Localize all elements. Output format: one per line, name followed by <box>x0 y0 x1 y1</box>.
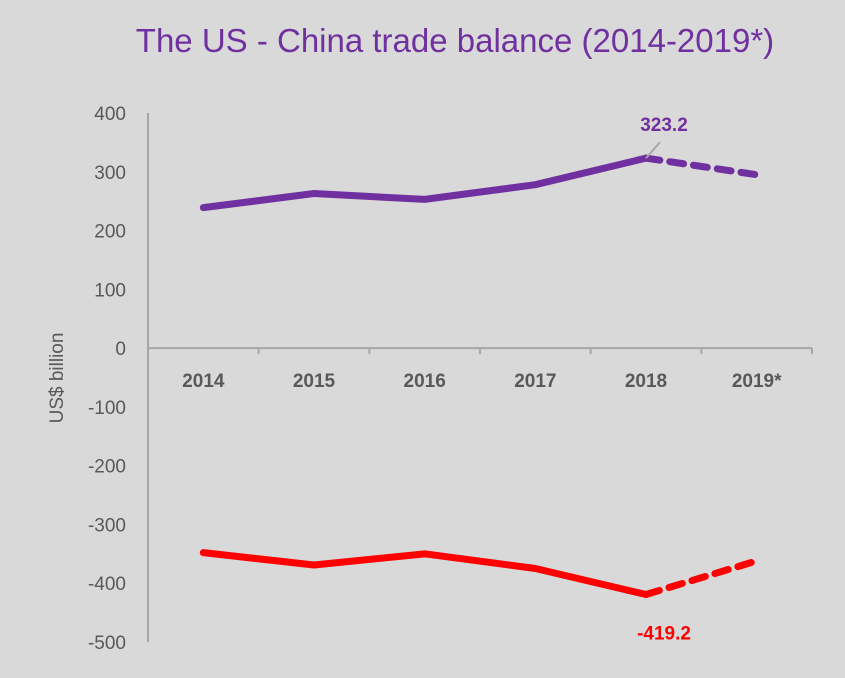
chart-title: The US - China trade balance (2014-2019*… <box>136 22 774 59</box>
y-tick-label: -400 <box>88 574 126 595</box>
x-tick-label: 2019* <box>732 371 782 392</box>
y-tick-label: -100 <box>88 398 126 419</box>
y-tick-label: 100 <box>94 280 126 301</box>
data-label-leader <box>645 141 661 159</box>
x-tick-label: 2015 <box>293 371 336 392</box>
series-line-solid <box>199 549 650 599</box>
y-tick-label: -500 <box>88 633 126 654</box>
y-tick-label: -200 <box>88 457 126 478</box>
data-label: 323.2 <box>640 115 688 136</box>
y-tick-label: -300 <box>88 515 126 536</box>
y-tick-label: 200 <box>94 222 126 243</box>
data-label: -419.2 <box>637 624 691 645</box>
x-tick-label: 2017 <box>514 371 556 392</box>
x-tick-label: 2016 <box>404 371 446 392</box>
x-tick-label: 2018 <box>625 371 667 392</box>
x-tick-label: 2014 <box>182 371 225 392</box>
y-axis-label: US$ billion <box>47 333 68 424</box>
series-line-solid <box>199 154 650 212</box>
series-line-projected <box>642 154 761 179</box>
y-tick-label: 300 <box>94 163 126 184</box>
y-tick-label: 0 <box>115 339 126 360</box>
series-line-projected <box>642 557 761 599</box>
y-tick-label: 400 <box>94 104 126 125</box>
